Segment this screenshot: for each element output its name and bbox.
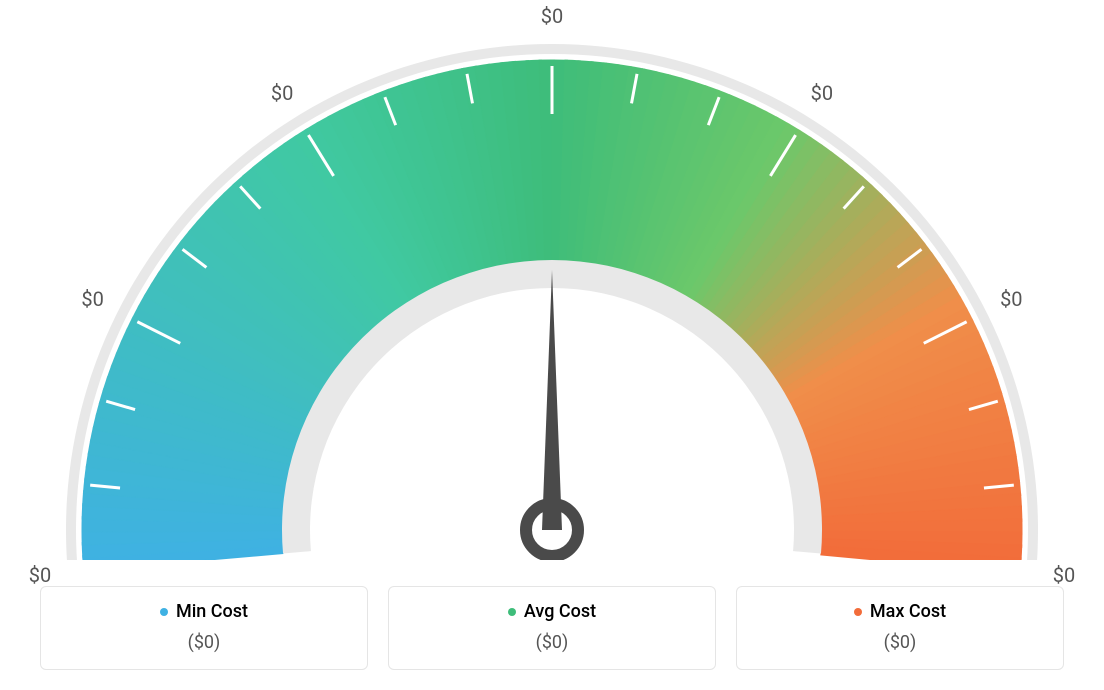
legend-dot-min <box>160 608 168 616</box>
legend-title-avg: Avg Cost <box>508 601 596 622</box>
gauge-chart: $0$0$0$0$0$0$0 <box>0 0 1104 560</box>
legend-title-max: Max Cost <box>854 601 946 622</box>
cost-gauge-container: $0 $0 $0 $0 $0 $0 $0 Min Cost ($0) Avg Cost ($… <box>0 0 1104 690</box>
gauge-tick-label: $0 <box>271 81 293 105</box>
legend-title-min: Min Cost <box>160 601 248 622</box>
gauge-tick-label: $0 <box>811 81 833 105</box>
legend-value-min: ($0) <box>51 632 357 653</box>
legend-label-min: Min Cost <box>176 601 248 622</box>
legend-value-max: ($0) <box>747 632 1053 653</box>
legend-label-max: Max Cost <box>870 601 946 622</box>
legend-value-avg: ($0) <box>399 632 705 653</box>
legend-label-avg: Avg Cost <box>524 601 596 622</box>
legend-card-max: Max Cost ($0) <box>736 586 1064 671</box>
gauge-tick-label: $0 <box>1000 287 1022 311</box>
gauge-tick-label: $0 <box>541 4 563 28</box>
gauge-tick-label: $0 <box>29 563 51 587</box>
legend-dot-avg <box>508 608 516 616</box>
legend-dot-max <box>854 608 862 616</box>
gauge-svg <box>0 0 1104 560</box>
gauge-tick-label: $0 <box>81 287 103 311</box>
gauge-tick-label: $0 <box>1053 563 1075 587</box>
legend-card-min: Min Cost ($0) <box>40 586 368 671</box>
legend-card-avg: Avg Cost ($0) <box>388 586 716 671</box>
legend-row: Min Cost ($0) Avg Cost ($0) Max Cost ($0… <box>40 586 1064 671</box>
